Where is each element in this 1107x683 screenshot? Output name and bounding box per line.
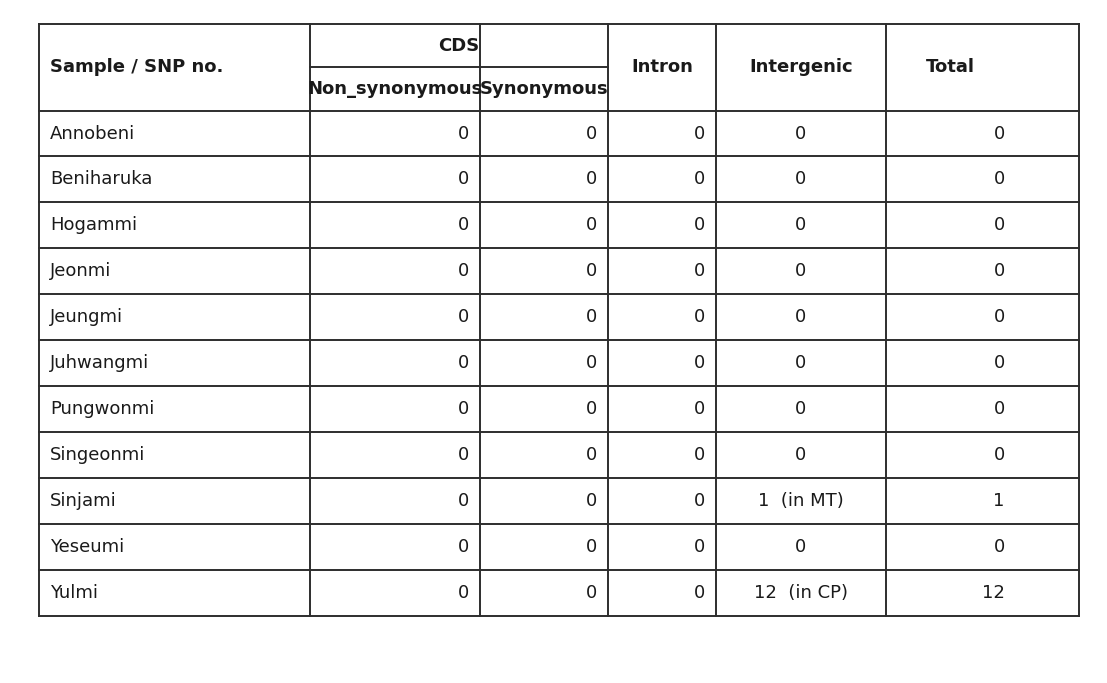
Text: 0: 0 (457, 492, 469, 510)
Text: 0: 0 (457, 308, 469, 326)
Text: 0: 0 (457, 446, 469, 464)
Text: 0: 0 (457, 400, 469, 418)
Text: Yulmi: Yulmi (50, 583, 97, 602)
Text: 0: 0 (457, 217, 469, 234)
Text: 0: 0 (586, 538, 597, 556)
Text: 0: 0 (795, 446, 807, 464)
Text: 0: 0 (586, 492, 597, 510)
Text: 0: 0 (993, 354, 1005, 372)
Text: 0: 0 (586, 400, 597, 418)
Text: 0: 0 (457, 583, 469, 602)
Text: Synonymous: Synonymous (479, 80, 608, 98)
Text: Non_synonymous: Non_synonymous (308, 80, 483, 98)
Text: 0: 0 (795, 217, 807, 234)
Text: Beniharuka: Beniharuka (50, 171, 152, 189)
Text: 0: 0 (457, 262, 469, 280)
Text: 0: 0 (795, 124, 807, 143)
Text: Pungwonmi: Pungwonmi (50, 400, 154, 418)
Text: 0: 0 (795, 538, 807, 556)
Text: 0: 0 (694, 217, 705, 234)
Text: 0: 0 (694, 583, 705, 602)
Text: 0: 0 (694, 400, 705, 418)
Text: Intergenic: Intergenic (749, 58, 852, 76)
Text: 0: 0 (694, 446, 705, 464)
Text: 0: 0 (586, 583, 597, 602)
Text: Sample / SNP no.: Sample / SNP no. (50, 58, 224, 76)
Text: 0: 0 (694, 308, 705, 326)
Text: 0: 0 (694, 354, 705, 372)
Text: Hogammi: Hogammi (50, 217, 137, 234)
Text: 0: 0 (795, 262, 807, 280)
Text: 0: 0 (993, 400, 1005, 418)
Text: Sinjami: Sinjami (50, 492, 116, 510)
Text: 1  (in MT): 1 (in MT) (758, 492, 844, 510)
Text: 0: 0 (457, 538, 469, 556)
Text: 0: 0 (795, 171, 807, 189)
Text: 0: 0 (586, 354, 597, 372)
Text: 0: 0 (586, 171, 597, 189)
Text: 1: 1 (993, 492, 1005, 510)
Text: 0: 0 (694, 124, 705, 143)
Text: Singeonmi: Singeonmi (50, 446, 145, 464)
Text: Intron: Intron (631, 58, 693, 76)
Text: 0: 0 (993, 446, 1005, 464)
Text: 0: 0 (993, 262, 1005, 280)
Text: Jeonmi: Jeonmi (50, 262, 111, 280)
Text: 0: 0 (694, 262, 705, 280)
Text: Jeungmi: Jeungmi (50, 308, 123, 326)
Text: 0: 0 (795, 308, 807, 326)
Text: 0: 0 (586, 308, 597, 326)
Text: 0: 0 (993, 124, 1005, 143)
Text: 12  (in CP): 12 (in CP) (754, 583, 848, 602)
Text: CDS: CDS (438, 37, 479, 55)
Text: 0: 0 (993, 308, 1005, 326)
Text: 0: 0 (993, 217, 1005, 234)
Text: 0: 0 (795, 400, 807, 418)
Text: 0: 0 (457, 354, 469, 372)
Text: 0: 0 (694, 492, 705, 510)
Text: Total: Total (927, 58, 975, 76)
Text: 0: 0 (993, 538, 1005, 556)
Text: 0: 0 (993, 171, 1005, 189)
Text: 0: 0 (586, 446, 597, 464)
Text: 0: 0 (694, 538, 705, 556)
Text: Yeseumi: Yeseumi (50, 538, 124, 556)
Text: 0: 0 (586, 124, 597, 143)
Text: 0: 0 (586, 262, 597, 280)
Text: 0: 0 (586, 217, 597, 234)
Text: 0: 0 (457, 124, 469, 143)
Text: Annobeni: Annobeni (50, 124, 135, 143)
Text: 0: 0 (457, 171, 469, 189)
Text: 12: 12 (982, 583, 1005, 602)
Text: Juhwangmi: Juhwangmi (50, 354, 149, 372)
Text: 0: 0 (694, 171, 705, 189)
Text: 0: 0 (795, 354, 807, 372)
